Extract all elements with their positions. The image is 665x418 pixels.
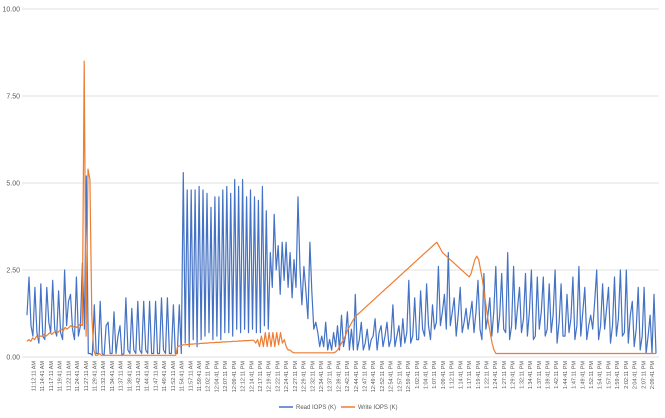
x-tick-label: 2:04:41 PM bbox=[633, 361, 639, 390]
y-tick-label: 7.50 bbox=[6, 94, 20, 101]
x-tick-label: 1:29:41 PM bbox=[511, 361, 517, 390]
x-tick-label: 12:14:41 PM bbox=[249, 361, 255, 393]
x-tick-label: 11:12:11 AM bbox=[32, 361, 38, 391]
gridlines bbox=[22, 8, 659, 358]
x-tick-label: 1:17:11 PM bbox=[467, 361, 473, 389]
x-tick-label: 12:39:41 PM bbox=[336, 361, 342, 393]
x-tick-label: 11:32:11 AM bbox=[101, 361, 107, 391]
x-tick-label: 1:44:41 PM bbox=[563, 361, 569, 390]
x-tick-label: 11:59:41 AM bbox=[197, 361, 203, 392]
x-tick-label: 11:57:11 AM bbox=[188, 361, 194, 391]
x-tick-label: 11:19:41 AM bbox=[58, 361, 64, 392]
x-tick-label: 11:14:41 AM bbox=[40, 361, 46, 392]
x-tick-label: 11:34:41 AM bbox=[110, 361, 116, 392]
x-tick-label: 12:12:11 PM bbox=[241, 361, 247, 392]
x-tick-label: 11:49:41 AM bbox=[162, 361, 168, 392]
x-tick-label: 1:19:41 PM bbox=[476, 361, 482, 390]
x-tick-label: 12:19:41 PM bbox=[267, 361, 273, 393]
x-tick-label: 12:59:41 PM bbox=[406, 361, 412, 393]
x-tick-label: 12:04:41 PM bbox=[214, 361, 220, 393]
x-tick-label: 1:27:11 PM bbox=[502, 361, 508, 389]
y-tick-label: 2.50 bbox=[6, 268, 20, 275]
x-tick-label: 2:09:41 PM bbox=[650, 361, 656, 390]
y-tick-label: 5.00 bbox=[6, 181, 20, 188]
x-tick-label: 11:17:11 AM bbox=[49, 361, 55, 391]
x-tick-label: 1:04:41 PM bbox=[424, 361, 430, 390]
x-tick-label: 12:47:11 PM bbox=[363, 361, 369, 392]
x-tick-label: 11:54:41 AM bbox=[180, 361, 186, 392]
x-tick-label: 12:34:41 PM bbox=[319, 361, 325, 393]
x-tick-label: 12:09:41 PM bbox=[232, 361, 238, 393]
x-tick-label: 1:32:11 PM bbox=[519, 361, 525, 389]
x-tick-label: 2:02:11 PM bbox=[624, 361, 630, 389]
series-line-read-iops bbox=[26, 172, 657, 356]
x-axis-tick-labels: 11:12:11 AM 11:14:41 AM 11:17:11 AM 11:19:4… bbox=[32, 361, 657, 393]
x-tick-label: 1:24:41 PM bbox=[493, 361, 499, 390]
x-tick-label: 12:22:11 PM bbox=[275, 361, 281, 392]
x-tick-label: 12:07:11 PM bbox=[223, 361, 229, 392]
x-tick-label: 12:17:11 PM bbox=[258, 361, 264, 392]
x-tick-label: 1:37:11 PM bbox=[537, 361, 543, 389]
x-tick-label: 12:37:11 PM bbox=[328, 361, 334, 392]
x-tick-label: 1:57:11 PM bbox=[606, 361, 612, 389]
legend-label: Read IOPS (K) bbox=[296, 405, 336, 411]
x-tick-label: 1:42:11 PM bbox=[554, 361, 560, 389]
y-tick-label: 0.00 bbox=[6, 355, 20, 362]
x-tick-label: 12:27:11 PM bbox=[293, 361, 299, 392]
x-tick-label: 12:02:11 PM bbox=[206, 361, 212, 392]
x-tick-label: 11:29:41 AM bbox=[92, 361, 98, 392]
x-tick-label: 11:39:41 AM bbox=[127, 361, 133, 392]
x-tick-label: 11:27:11 AM bbox=[84, 361, 90, 391]
x-tick-label: 1:22:11 PM bbox=[484, 361, 490, 389]
x-tick-label: 12:44:41 PM bbox=[354, 361, 360, 393]
x-tick-label: 1:02:11 PM bbox=[415, 361, 421, 389]
x-tick-label: 1:34:41 PM bbox=[528, 361, 534, 390]
x-tick-label: 11:42:11 AM bbox=[136, 361, 142, 391]
x-tick-label: 1:47:11 PM bbox=[572, 361, 578, 389]
series-lines bbox=[26, 60, 657, 356]
legend: Read IOPS (K) Write IOPS (K) bbox=[279, 405, 398, 411]
x-tick-label: 12:24:41 PM bbox=[284, 361, 290, 393]
x-tick-label: 12:52:11 PM bbox=[380, 361, 386, 392]
x-tick-label: 1:14:41 PM bbox=[458, 361, 464, 390]
x-tick-label: 11:52:11 AM bbox=[171, 361, 177, 391]
x-tick-label: 12:32:11 PM bbox=[310, 361, 316, 392]
x-tick-label: 1:39:41 PM bbox=[545, 361, 551, 390]
x-tick-label: 2:07:11 PM bbox=[641, 361, 647, 389]
x-tick-label: 11:37:11 AM bbox=[119, 361, 125, 391]
legend-label: Write IOPS (K) bbox=[358, 405, 398, 411]
x-tick-label: 12:29:41 PM bbox=[302, 361, 308, 393]
x-tick-label: 11:22:11 AM bbox=[66, 361, 72, 391]
x-tick-label: 1:52:11 PM bbox=[589, 361, 595, 389]
x-tick-label: 11:47:11 AM bbox=[153, 361, 159, 391]
x-tick-label: 12:42:11 PM bbox=[345, 361, 351, 392]
x-tick-label: 12:49:41 PM bbox=[371, 361, 377, 393]
x-tick-label: 1:07:11 PM bbox=[432, 361, 438, 389]
x-tick-label: 1:09:41 PM bbox=[441, 361, 447, 390]
x-tick-label: 1:54:41 PM bbox=[598, 361, 604, 390]
x-tick-label: 1:59:41 PM bbox=[615, 361, 621, 390]
y-axis-tick-labels: 0.00 2.50 5.00 7.50 10.00 bbox=[2, 7, 20, 362]
x-tick-label: 1:49:41 PM bbox=[580, 361, 586, 390]
y-tick-label: 10.00 bbox=[2, 7, 20, 14]
x-tick-label: 11:44:41 AM bbox=[145, 361, 151, 392]
x-tick-label: 12:57:11 PM bbox=[397, 361, 403, 392]
series-line-write-iops bbox=[26, 60, 656, 356]
x-tick-label: 11:24:41 AM bbox=[75, 361, 81, 392]
x-tick-label: 12:54:41 PM bbox=[389, 361, 395, 393]
x-tick-label: 1:12:11 PM bbox=[450, 361, 456, 389]
